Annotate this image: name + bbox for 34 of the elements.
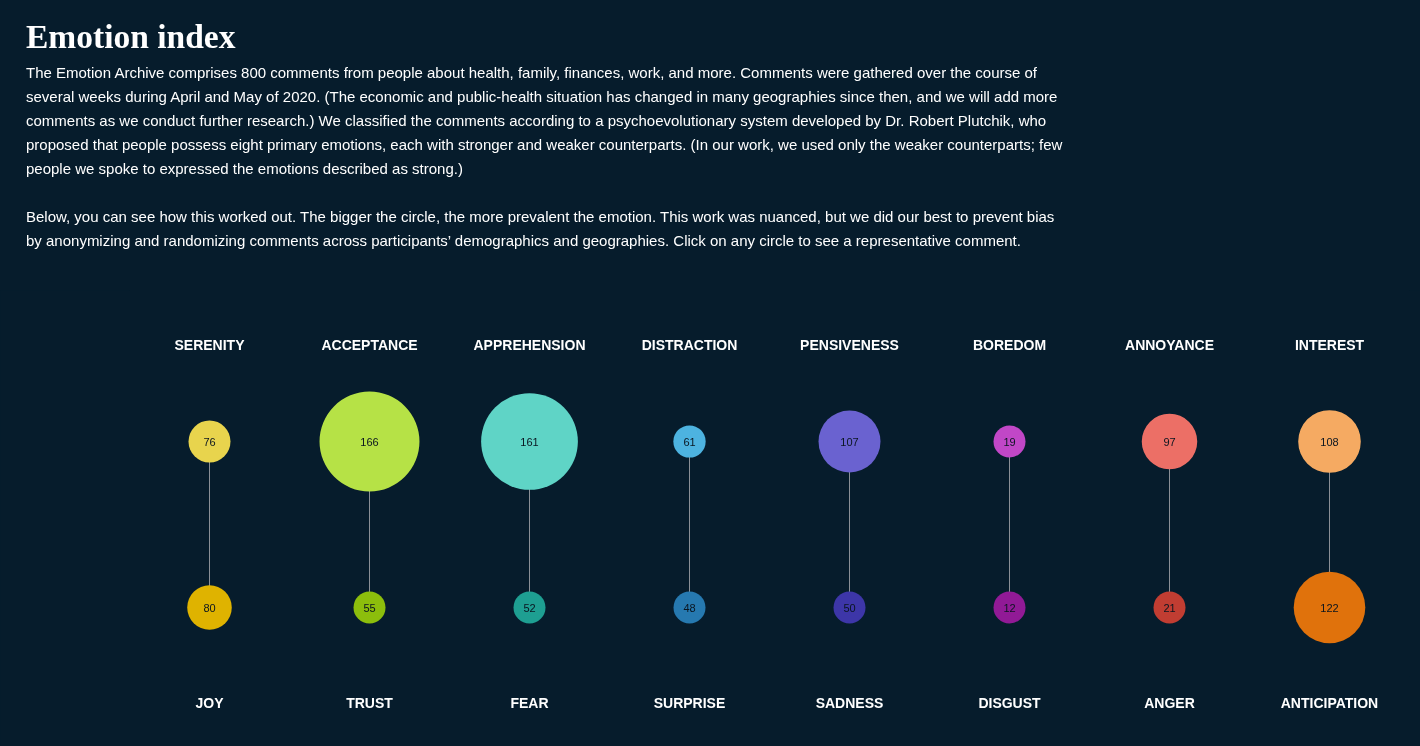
category-label: TRUST bbox=[346, 694, 394, 711]
data-label: 21 bbox=[1163, 601, 1176, 614]
data-label: 50 bbox=[843, 601, 856, 614]
text: The Emotion Archive comprises 800 comments from people about health, family, finances, work, and more. Comments were gathered over the course of several weeks during April and May of 2020. (The economic and public-health situation has changed in many geographies since then, and we will add more comments as we conduct further research.) We classified the comments according to a psychoevolutionary system developed by Dr. Robert Plutchik, who proposed that people possess eight primary emotions, each with stronger and weaker counterparts. (In our work, we used only the weaker counterparts; few people we spoke to expressed the emotions described as strong.) Below, you can see how this worked out. The bigger the circle, the more prevalent the emotion. This work was nuanced, but we did our best to prevent bias by anonymizing and randomizing comments across participants’ demographics and geographies. Click on any circle to see a representative comment. bbox=[26, 64, 1063, 249]
text: PENSIVENESS bbox=[800, 336, 899, 353]
category-label: ANTICIPATION bbox=[1280, 694, 1379, 711]
data-label: 12 bbox=[1003, 601, 1016, 614]
data-label: 52 bbox=[523, 601, 536, 614]
data-label: 97 bbox=[1163, 435, 1176, 448]
category-label: SADNESS bbox=[815, 694, 884, 711]
text: APPREHENSION bbox=[473, 336, 586, 353]
data-label: 108 bbox=[1320, 435, 1339, 448]
data-label: 80 bbox=[203, 601, 216, 614]
data-label: 122 bbox=[1320, 601, 1339, 614]
text: ACCEPTANCE bbox=[321, 336, 418, 353]
text: ANNOYANCE bbox=[1125, 336, 1214, 353]
data-label: 161 bbox=[520, 435, 539, 448]
data-label: 48 bbox=[683, 601, 696, 614]
text: Emotion index bbox=[26, 17, 237, 57]
text: DISTRACTION bbox=[641, 336, 738, 353]
category-label: ANGER bbox=[1144, 694, 1195, 711]
text: BOREDOM bbox=[972, 336, 1047, 353]
data-label: 61 bbox=[683, 435, 696, 448]
text: SERENITY bbox=[174, 336, 245, 353]
data-label: 76 bbox=[203, 435, 216, 448]
text: INTEREST bbox=[1294, 336, 1365, 353]
data-label: 107 bbox=[840, 435, 859, 448]
data-label: 55 bbox=[363, 601, 376, 614]
data-label: 19 bbox=[1003, 435, 1016, 448]
category-label: DISGUST bbox=[978, 694, 1042, 711]
category-label: FEAR bbox=[510, 694, 549, 711]
category-label: SURPRISE bbox=[653, 694, 726, 711]
data-label: 166 bbox=[360, 435, 379, 448]
category-label: JOY bbox=[195, 694, 225, 711]
